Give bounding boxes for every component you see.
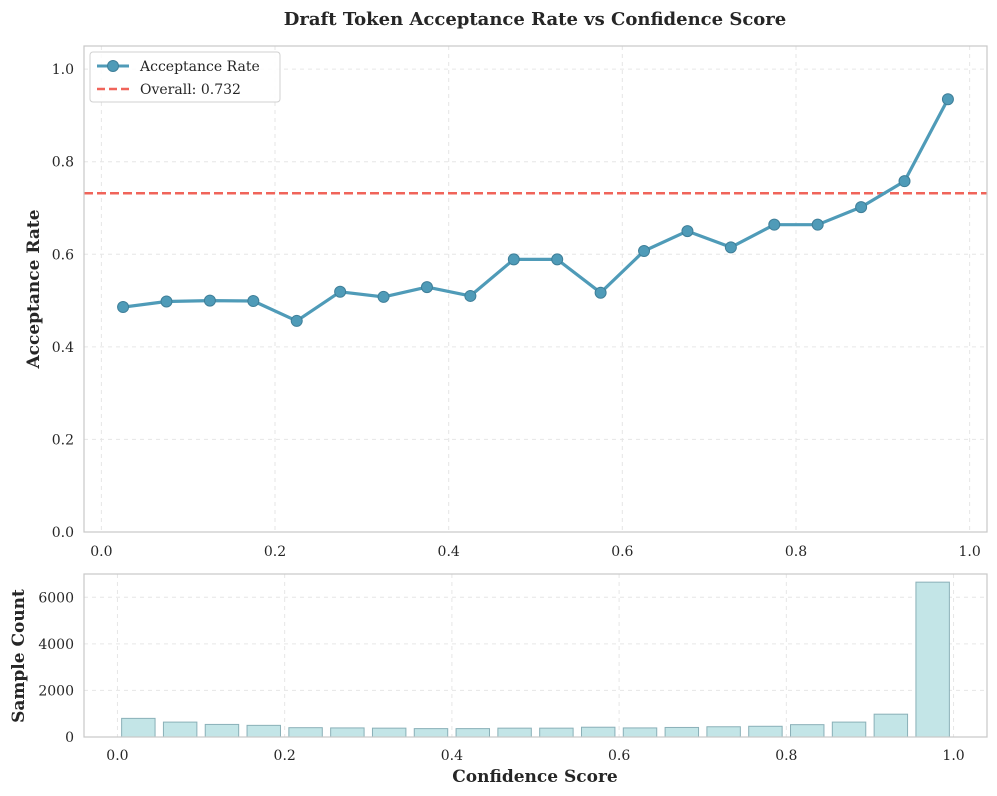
acceptance-rate-point — [247, 295, 260, 308]
sample-count-bar — [706, 726, 741, 738]
bottom-x-tick-labels: 0.0 0.2 0.4 0.6 0.8 1.0 — [106, 748, 964, 764]
sample-count-bar — [790, 724, 825, 738]
top-y-tick-label: 0.4 — [52, 340, 74, 356]
sample-count-bar — [121, 717, 156, 738]
bottom-y-tick-label: 6000 — [38, 590, 74, 606]
legend-label-acceptance-rate: Acceptance Rate — [139, 59, 260, 75]
sample-count-bar — [831, 721, 867, 738]
bottom-x-tick-label: 0.0 — [106, 748, 128, 764]
acceptance-rate-chart: 0.0 0.2 0.4 0.6 0.8 1.0 0.0 0.2 0.4 0.6 0.8 1.0 Ac… — [24, 45, 988, 560]
sample-count-bar — [622, 727, 658, 738]
sample-count-bars — [121, 581, 950, 738]
bottom-x-tick-label: 1.0 — [942, 748, 964, 764]
sample-count-bar — [664, 726, 700, 738]
acceptance-rate-points — [117, 93, 954, 327]
x-axis-label: Confidence Score — [452, 767, 618, 787]
acceptance-rate-point — [464, 289, 477, 302]
sample-count-bar — [162, 721, 198, 738]
acceptance-rate-point — [377, 290, 390, 303]
sample-count-bar — [915, 581, 950, 738]
sample-count-bar — [748, 725, 783, 738]
sample-count-chart: 0.0 0.2 0.4 0.6 0.8 1.0 0 2000 4000 6000 Sample … — [9, 573, 988, 787]
bottom-gridlines — [84, 574, 987, 738]
acceptance-rate-line — [122, 98, 950, 323]
sample-count-bar — [580, 726, 616, 738]
legend-box — [89, 51, 281, 103]
acceptance-rate-point — [117, 301, 130, 314]
acceptance-rate-point — [941, 93, 954, 106]
acceptance-rate-point — [855, 201, 868, 214]
sample-count-bar — [288, 727, 323, 738]
top-y-tick-label: 0.2 — [52, 432, 74, 448]
acceptance-rate-point — [638, 245, 651, 258]
acceptance-rate-point — [203, 294, 216, 307]
sample-count-bar — [204, 723, 240, 738]
top-y-tick-label: 0.0 — [52, 525, 74, 541]
top-x-tick-label: 0.4 — [438, 544, 460, 560]
legend: Acceptance Rate Overall: 0.732 — [89, 51, 281, 103]
sample-count-bar — [330, 727, 365, 738]
bottom-plot-frame — [83, 573, 988, 738]
chart-title: Draft Token Acceptance Rate vs Confidenc… — [284, 9, 787, 30]
top-x-tick-label: 1.0 — [959, 544, 981, 560]
top-x-tick-label: 0.8 — [785, 544, 807, 560]
top-x-tick-label: 0.6 — [611, 544, 633, 560]
acceptance-rate-point — [334, 285, 347, 298]
acceptance-rate-point — [768, 218, 781, 231]
legend-marker-swatch — [107, 60, 119, 72]
top-y-tick-labels: 0.0 0.2 0.4 0.6 0.8 1.0 — [52, 62, 74, 541]
acceptance-rate-point — [290, 314, 303, 327]
sample-count-bar — [246, 724, 281, 738]
sample-count-bar — [539, 727, 574, 738]
top-y-axis-label: Acceptance Rate — [24, 209, 44, 369]
acceptance-rate-point — [898, 175, 911, 188]
bottom-y-tick-labels: 0 2000 4000 6000 — [38, 590, 74, 746]
sample-count-bar — [873, 713, 909, 738]
bottom-x-tick-label: 0.8 — [775, 748, 797, 764]
top-y-tick-label: 1.0 — [52, 62, 74, 78]
top-x-tick-label: 0.2 — [264, 544, 286, 560]
sample-count-bar — [455, 728, 491, 738]
bottom-y-tick-label: 0 — [65, 730, 74, 746]
sample-count-bar — [497, 727, 532, 738]
acceptance-rate-point — [551, 253, 564, 266]
bottom-y-tick-label: 4000 — [38, 637, 74, 653]
acceptance-rate-point — [724, 241, 737, 254]
sample-count-bar — [413, 728, 449, 738]
bottom-y-axis-label: Sample Count — [9, 589, 29, 723]
acceptance-rate-point — [681, 225, 694, 238]
acceptance-rate-point — [160, 295, 173, 308]
acceptance-rate-point — [507, 253, 520, 266]
bottom-x-tick-label: 0.6 — [608, 748, 630, 764]
legend-label-overall: Overall: 0.732 — [140, 82, 241, 98]
sample-count-bar — [371, 727, 407, 738]
top-gridlines — [84, 46, 987, 533]
acceptance-rate-point — [420, 281, 433, 294]
bottom-x-tick-label: 0.4 — [441, 748, 463, 764]
top-plot-frame — [83, 45, 988, 533]
bottom-y-tick-label: 2000 — [38, 683, 74, 699]
acceptance-rate-point — [811, 218, 824, 231]
top-y-tick-label: 0.8 — [52, 155, 74, 171]
acceptance-rate-point — [594, 286, 607, 299]
top-y-tick-label: 0.6 — [52, 247, 74, 263]
bottom-x-tick-label: 0.2 — [274, 748, 296, 764]
top-x-tick-label: 0.0 — [90, 544, 112, 560]
top-x-tick-labels: 0.0 0.2 0.4 0.6 0.8 1.0 — [90, 544, 981, 560]
